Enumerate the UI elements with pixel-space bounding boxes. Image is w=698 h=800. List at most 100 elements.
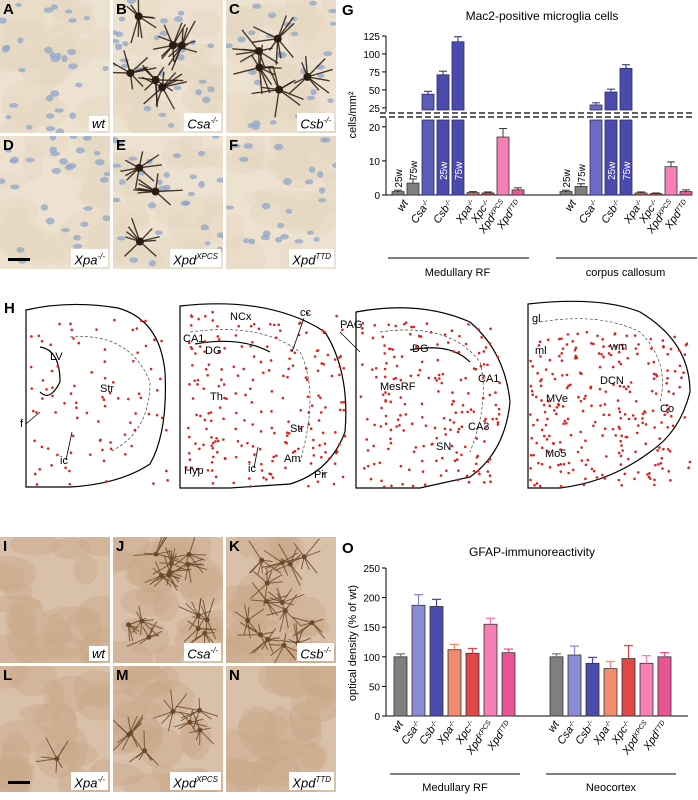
cell-process <box>241 29 260 52</box>
cell-process <box>155 189 183 193</box>
microglia-dot <box>617 478 621 482</box>
nucleus <box>207 86 215 93</box>
stained-cell <box>138 64 184 108</box>
cell-process <box>143 552 156 555</box>
cell-process <box>188 563 205 566</box>
microglia-dot <box>343 434 347 438</box>
cell-process <box>311 622 323 633</box>
tissue-blotch <box>72 669 110 706</box>
microglia-dot <box>236 374 240 377</box>
bar <box>501 652 516 717</box>
microglia-dot <box>341 475 345 479</box>
cell-process <box>264 562 283 570</box>
microglia-dot <box>530 436 534 440</box>
stained-cell <box>269 632 298 663</box>
microglia-dot <box>683 416 687 419</box>
microglia-dot <box>309 427 313 431</box>
cell-process <box>161 44 174 60</box>
micrograph-panel-e: E XpdXPCS <box>113 136 223 269</box>
nucleus <box>332 162 336 168</box>
stained-cell <box>120 151 163 189</box>
x-category-label: wt <box>395 197 412 214</box>
nucleus <box>269 120 277 125</box>
microglia-dot <box>250 400 254 404</box>
microglia-dot <box>257 327 261 331</box>
cell-process <box>261 86 280 91</box>
region-label: Hyp <box>184 465 204 477</box>
microglia-dot <box>654 392 658 395</box>
microglia-dot <box>644 423 648 426</box>
cell-process <box>250 599 268 602</box>
tissue-blotch <box>113 151 133 174</box>
nucleus <box>309 0 318 6</box>
y-tick-label: 150 <box>363 623 380 634</box>
microglia-dot <box>160 339 163 343</box>
cell-process <box>289 563 301 586</box>
tissue-blotch <box>226 584 264 612</box>
microglia-dot <box>460 410 464 414</box>
cell-process <box>276 587 283 603</box>
y-tick-label: 100 <box>363 50 380 61</box>
microglia-dot <box>234 427 238 431</box>
microglia-dot <box>436 358 440 362</box>
tissue-blotch <box>5 604 36 635</box>
microglia-dot <box>103 404 107 408</box>
microglia-dot <box>435 459 438 463</box>
bar <box>481 192 495 196</box>
microglia-dot <box>436 343 439 346</box>
microglia-dot <box>451 391 454 394</box>
nucleus <box>43 7 54 13</box>
tissue-blotch <box>113 552 146 570</box>
genotype-caption: Csa-/- <box>184 642 221 661</box>
tissue-blotch <box>35 734 80 778</box>
cell-process <box>275 38 279 65</box>
microglia-dot <box>599 404 602 407</box>
microglia-dot <box>234 455 238 459</box>
microglia-dot <box>673 369 677 373</box>
microglia-dot <box>323 442 327 445</box>
nucleus <box>54 108 64 113</box>
microglia-dot <box>218 406 222 409</box>
cell-process <box>289 563 303 581</box>
nucleus <box>66 163 77 169</box>
stained-cell <box>249 627 281 654</box>
tissue-blotch <box>9 537 60 556</box>
microglia-dot <box>558 440 562 444</box>
microglia-dot <box>234 411 238 415</box>
cell-process <box>148 621 158 638</box>
cell-process <box>267 638 281 642</box>
cell-process <box>199 709 212 720</box>
y-axis-label: optical density (% of wt) <box>347 585 359 701</box>
microglia-dot <box>307 484 310 488</box>
nucleus <box>318 187 326 194</box>
microglia-dot <box>372 444 375 448</box>
cell-process <box>269 597 283 603</box>
microglia-dot <box>430 442 434 446</box>
cell-process <box>258 67 271 94</box>
cell-process <box>172 45 175 62</box>
cell-process <box>172 24 187 46</box>
nucleus <box>304 179 314 185</box>
nucleus <box>113 136 119 144</box>
tissue-blotch <box>226 761 274 787</box>
tissue-blotch <box>226 4 246 39</box>
tissue-blotch <box>226 760 267 791</box>
microglia-dot <box>207 363 211 366</box>
microglia-dot <box>601 473 604 477</box>
microglia-dot <box>538 484 542 488</box>
scale-bar <box>8 258 30 261</box>
section-contour <box>189 329 311 463</box>
tissue-blotch <box>113 88 156 106</box>
microglia-dot <box>232 365 236 369</box>
cell-process <box>278 89 304 101</box>
cell-process <box>120 167 140 173</box>
tissue-blotch <box>260 54 314 83</box>
cell-process <box>307 76 330 82</box>
region-label: f <box>20 418 24 430</box>
stained-cell <box>178 597 212 631</box>
brain-section-outline <box>527 300 691 489</box>
cell-process <box>192 616 208 621</box>
nucleus <box>265 34 274 39</box>
tissue-blotch <box>0 32 49 73</box>
ventricle-outline <box>39 346 61 396</box>
